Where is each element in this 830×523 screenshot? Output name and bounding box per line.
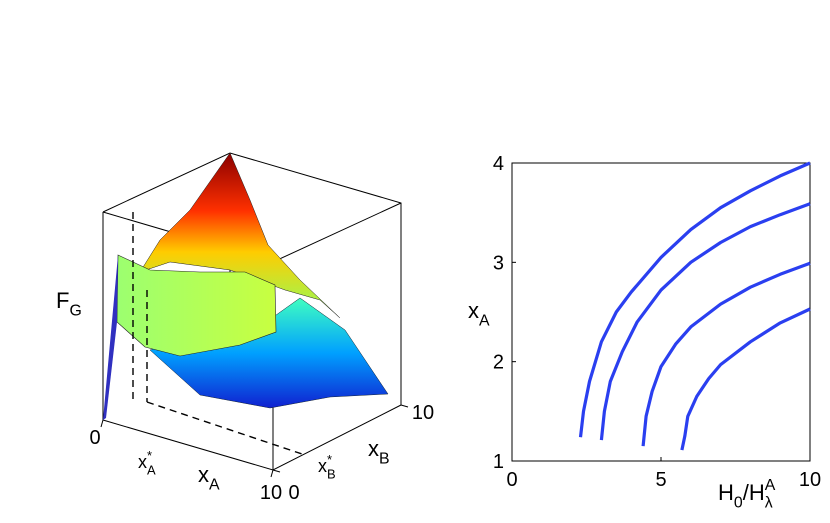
curve — [680, 307, 811, 451]
annotation-part: x — [138, 452, 147, 472]
x-axis-label-part: λ — [765, 495, 773, 512]
x-axis-label-part: A — [765, 477, 776, 494]
y-axis-label-part: A — [479, 313, 490, 330]
x-axis-label-part: x — [198, 462, 209, 487]
y-tick-label: 4 — [493, 153, 504, 175]
curve — [641, 261, 811, 447]
x-tick-label: 0 — [89, 427, 100, 449]
dashed-line — [146, 401, 306, 456]
y-tick — [272, 469, 281, 473]
x-axis-label-part: H — [718, 480, 734, 505]
x-tick — [100, 419, 104, 428]
x-axis-label-part: /H — [743, 480, 765, 505]
plot-frame — [511, 162, 811, 462]
x-tick-label: 10 — [799, 469, 821, 491]
annotation: x *A — [138, 448, 156, 477]
x-tick — [270, 469, 274, 478]
surface-edge — [103, 255, 118, 420]
surface-wall — [116, 254, 277, 357]
annotation-part: x — [318, 456, 327, 476]
surface-hump — [139, 152, 341, 319]
annotation-part: B — [327, 466, 336, 481]
y-tick — [400, 404, 409, 408]
y-axis-label-part: x — [368, 436, 379, 461]
y-axis-label-part: x — [468, 298, 479, 323]
x-axis-label-part: 0 — [734, 495, 743, 512]
annotation-part: * — [327, 452, 332, 467]
y-axis-label-part: B — [379, 451, 390, 468]
annotation-part: A — [147, 462, 156, 477]
x-tick-label: 0 — [506, 469, 517, 491]
annotation-part: * — [147, 448, 152, 463]
surface-panel — [102, 152, 402, 471]
y-tick-label: 3 — [493, 252, 504, 274]
y-tick-label: 10 — [412, 402, 434, 424]
z-axis-label-part: G — [69, 303, 81, 320]
x-tick-label: 10 — [260, 482, 282, 504]
y-tick-label: 1 — [493, 451, 504, 473]
x-tick-label: 5 — [655, 469, 666, 491]
curve — [599, 202, 811, 441]
y-tick-label: 0 — [288, 482, 299, 504]
curve — [578, 161, 811, 438]
x-axis-label-part: A — [209, 477, 220, 494]
x-axis-label: H 0/H Aλ — [718, 477, 776, 512]
annotation: x *B — [318, 452, 336, 481]
z-axis-label-part: F — [56, 288, 69, 313]
y-tick-label: 2 — [493, 352, 504, 374]
box-edge — [102, 152, 402, 405]
line-panel — [511, 162, 811, 462]
